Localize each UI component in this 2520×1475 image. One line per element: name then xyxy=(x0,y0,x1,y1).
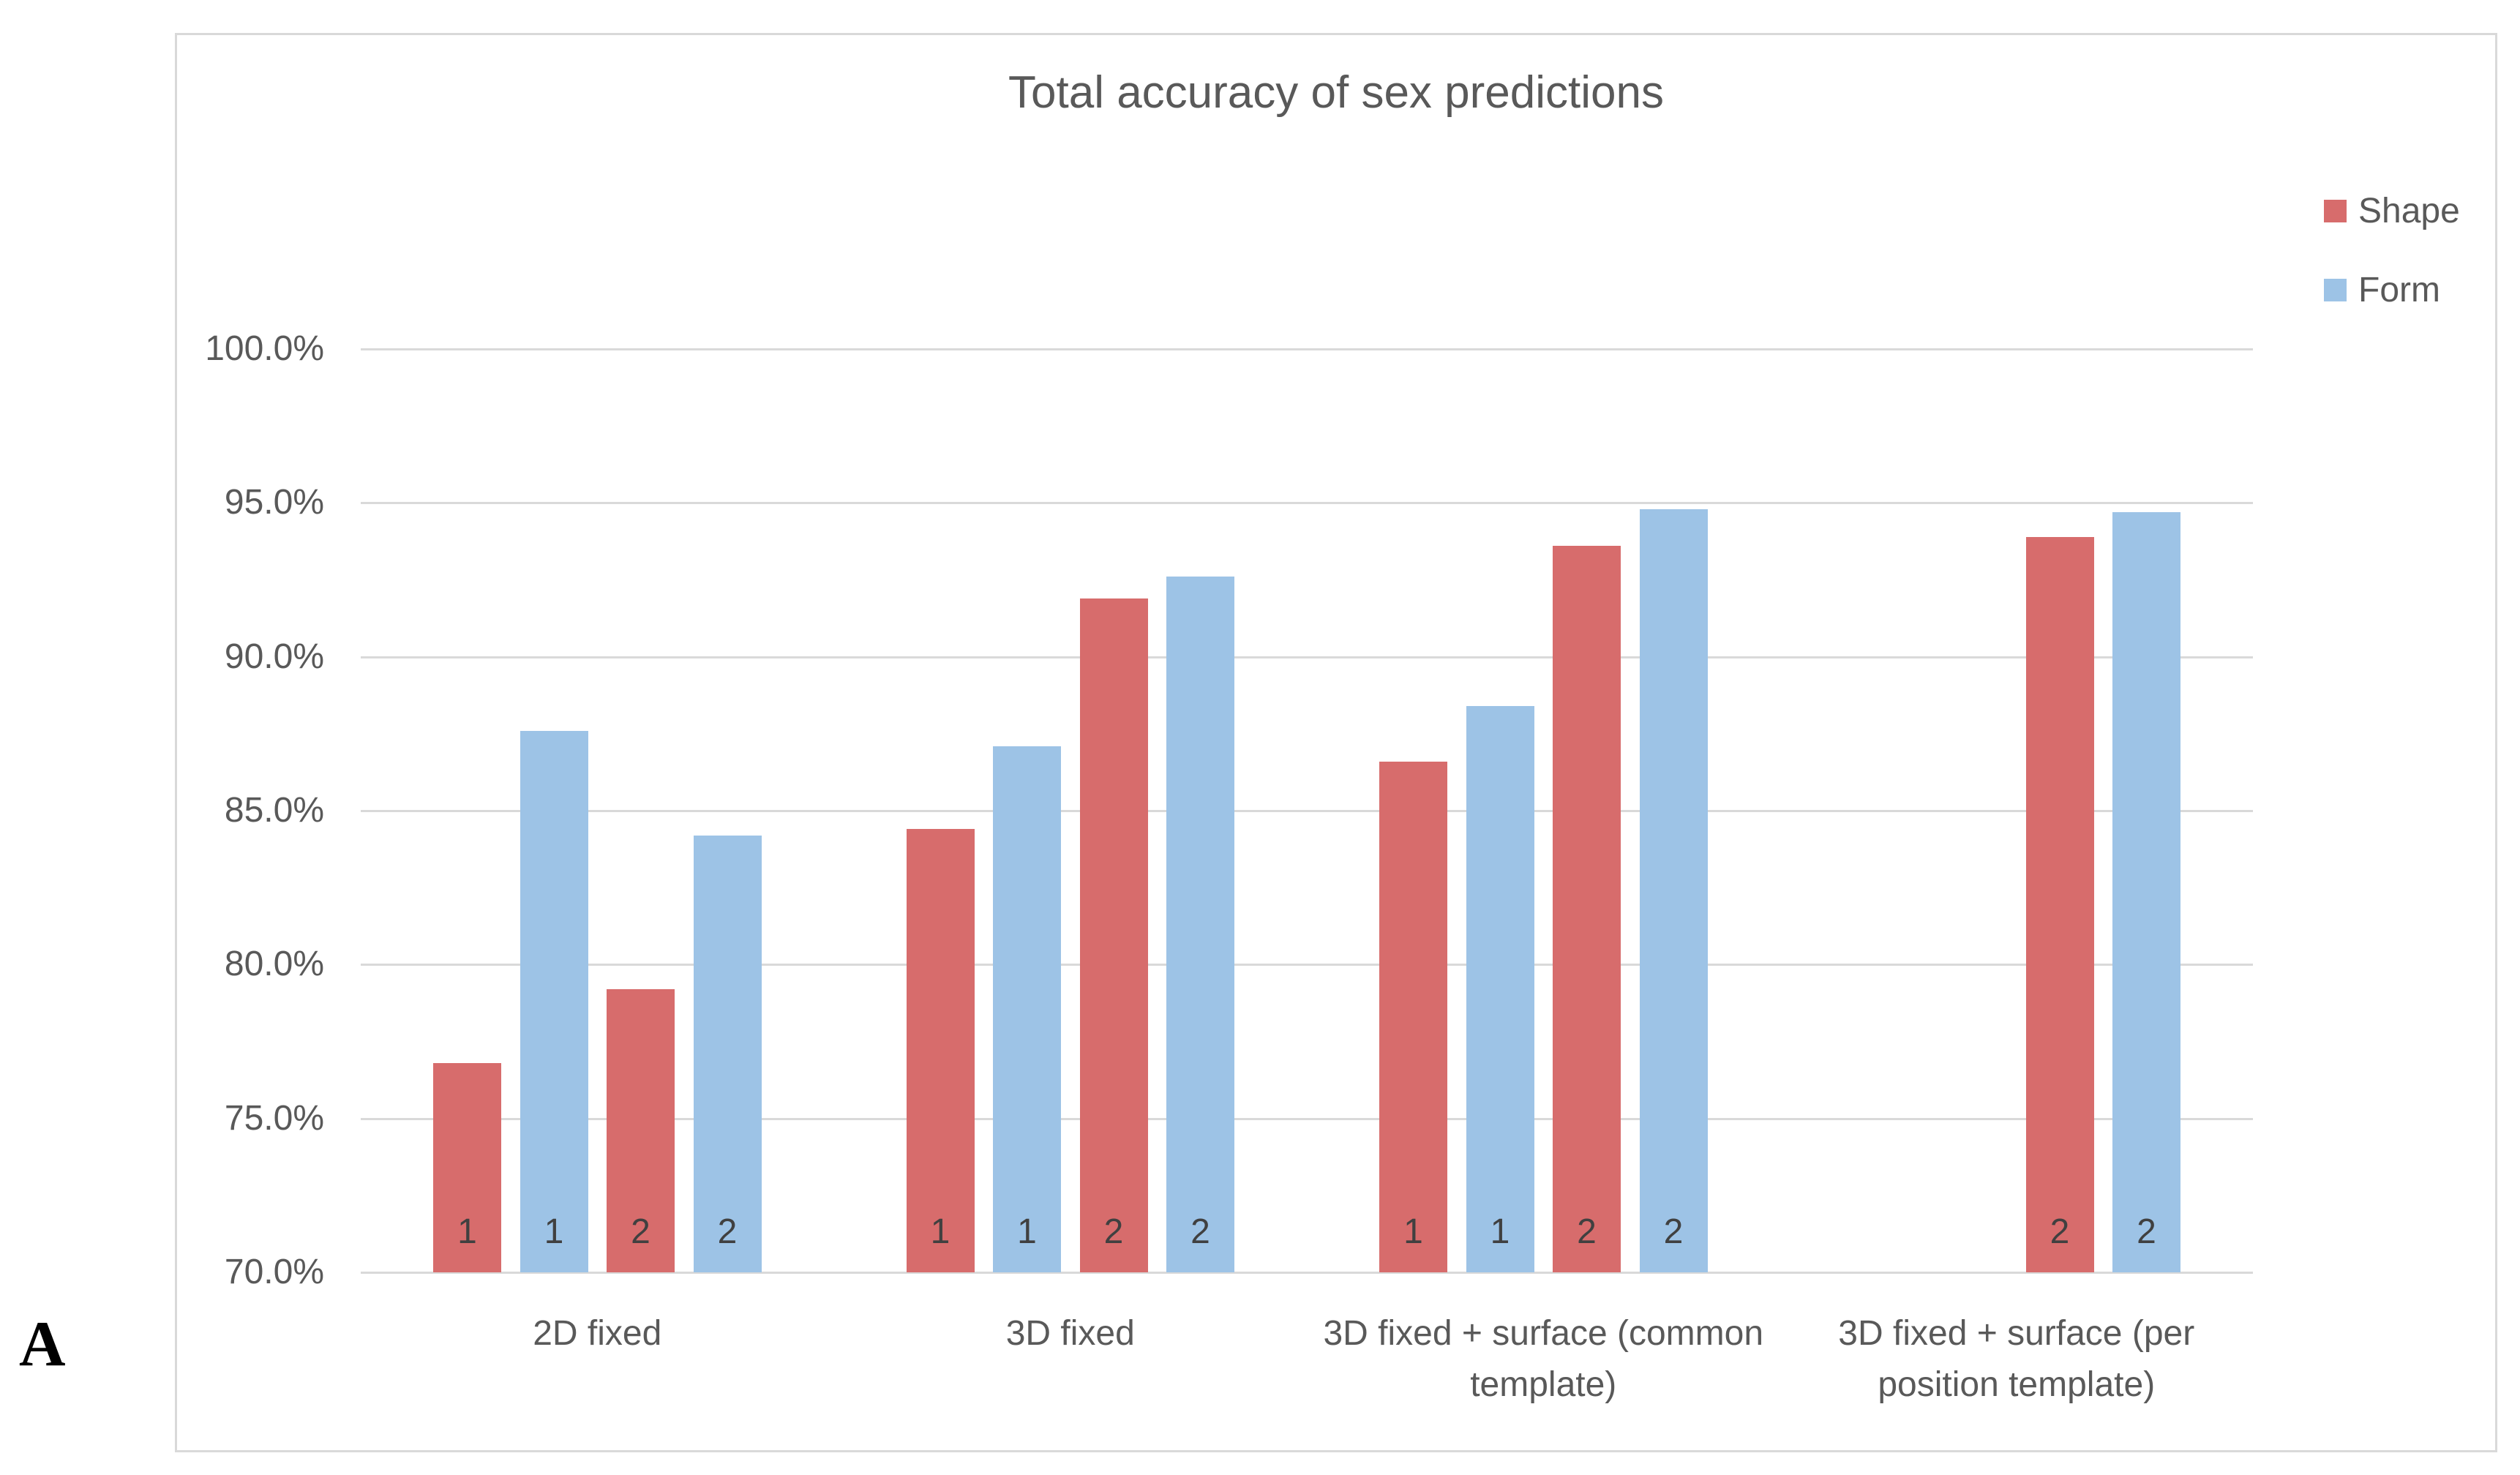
bar-base-label: 2 xyxy=(2050,1212,2070,1251)
bar-shape-2: 2 xyxy=(1553,546,1621,1272)
y-tick-label: 100.0% xyxy=(205,329,324,368)
legend-swatch-shape xyxy=(2324,199,2347,222)
bar-base-label: 2 xyxy=(717,1212,738,1251)
bar-shape-2: 2 xyxy=(607,988,675,1272)
bar-form-1: 1 xyxy=(1466,705,1534,1272)
bar-base-label: 1 xyxy=(1017,1212,1037,1251)
y-tick-label: 75.0% xyxy=(224,1098,324,1138)
legend-item-shape: Shape xyxy=(2324,189,2460,232)
gridline xyxy=(361,656,2253,658)
bar-base-label: 2 xyxy=(1577,1212,1597,1251)
bar-shape-1: 1 xyxy=(1379,761,1447,1272)
bar-base-label: 2 xyxy=(631,1212,650,1251)
x-category-label: 3D fixed xyxy=(1005,1314,1135,1353)
bar-shape-2: 2 xyxy=(2025,536,2094,1272)
bar-form-2: 2 xyxy=(2112,511,2180,1272)
bar-base-label: 2 xyxy=(1103,1212,1124,1251)
legend-label: Shape xyxy=(2358,191,2460,230)
y-tick-label: 90.0% xyxy=(224,637,324,676)
bar-form-2: 2 xyxy=(1166,577,1234,1272)
bar-base-label: 2 xyxy=(2137,1212,2156,1251)
y-tick-label: 85.0% xyxy=(224,791,324,830)
bar-form-1: 1 xyxy=(993,746,1061,1272)
legend-label: Form xyxy=(2358,270,2440,309)
bar-form-2: 2 xyxy=(693,835,762,1272)
bar-base-label: 1 xyxy=(457,1212,477,1251)
legend-swatch-form xyxy=(2324,278,2347,301)
bar-base-label: 2 xyxy=(1190,1212,1210,1251)
gridline xyxy=(361,502,2253,505)
bar-base-label: 1 xyxy=(544,1212,564,1251)
gridline xyxy=(361,1117,2253,1120)
bar-base-label: 2 xyxy=(1663,1212,1684,1251)
y-tick-label: 80.0% xyxy=(224,945,324,984)
legend-item-form: Form xyxy=(2324,269,2440,311)
x-category-label: 2D fixed xyxy=(533,1314,662,1353)
y-tick-label: 70.0% xyxy=(224,1253,324,1291)
gridline xyxy=(361,1272,2253,1274)
x-category-label: 3D fixed + surface (common template) xyxy=(1323,1314,1764,1404)
y-tick-label: 95.0% xyxy=(224,483,324,522)
gridline xyxy=(361,348,2253,350)
bar-base-label: 1 xyxy=(1403,1212,1423,1251)
x-category-label: 3D fixed + surface (per position templat… xyxy=(1838,1314,2195,1404)
panel-label: A xyxy=(19,1309,66,1380)
bar-shape-2: 2 xyxy=(1079,598,1148,1272)
gridline xyxy=(361,964,2253,967)
gridline xyxy=(361,810,2253,812)
bar-base-label: 1 xyxy=(1490,1212,1510,1251)
bar-form-1: 1 xyxy=(520,730,588,1272)
bar-shape-1: 1 xyxy=(433,1062,501,1272)
bar-shape-1: 1 xyxy=(906,829,975,1272)
bar-form-2: 2 xyxy=(1639,508,1708,1272)
bar-base-label: 1 xyxy=(930,1212,950,1251)
chart-title: Total accuracy of sex predictions xyxy=(1008,67,1664,118)
